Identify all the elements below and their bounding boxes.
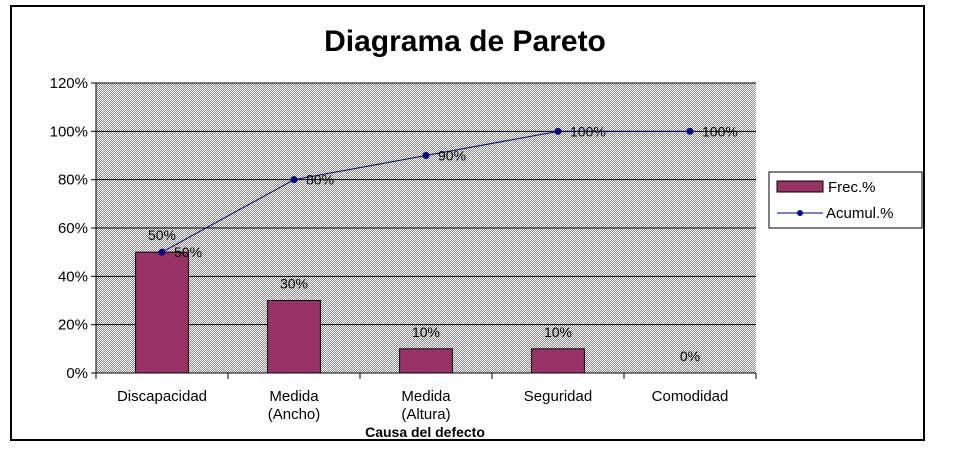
cumulative-point xyxy=(158,248,166,256)
cumulative-point xyxy=(422,152,430,159)
x-category-label: (Altura) xyxy=(401,406,450,423)
chart-frame: Diagrama de Pareto 0% 20% 40% 60% 80% 100% 120… xyxy=(10,5,925,441)
x-axis-title: Causa del defecto xyxy=(365,424,485,439)
y-axis: 0% 20% 40% 60% 80% 100% 120% xyxy=(50,75,97,382)
y-tick-label: 20% xyxy=(58,317,88,334)
x-category-label: Medida xyxy=(401,388,451,405)
cumulative-point xyxy=(554,127,562,135)
x-category-label: Medida xyxy=(269,388,319,405)
frequency-bar xyxy=(531,348,585,374)
legend: Frec.% Acumul.% xyxy=(768,171,923,229)
x-category-label: Comodidad xyxy=(652,388,729,405)
line-data-label: 100% xyxy=(702,123,738,139)
y-tick-label: 100% xyxy=(50,123,88,140)
legend-box xyxy=(768,171,923,229)
bar-data-label: 0% xyxy=(680,348,700,364)
frequency-bar xyxy=(135,251,189,374)
line-data-label: 80% xyxy=(306,172,334,188)
x-axis: Discapacidad Medida(Ancho)Medida(Altura)S… xyxy=(95,372,757,423)
chart-title: Diagrama de Pareto xyxy=(324,25,606,58)
x-category-label: Seguridad xyxy=(524,388,592,405)
frequency-bar xyxy=(267,300,321,374)
cumulative-point xyxy=(686,127,694,135)
x-category-label: Discapacidad xyxy=(117,388,207,405)
pareto-chart: Diagrama de Pareto 0% 20% 40% 60% 80% 100% 120… xyxy=(50,25,923,439)
bar-data-label: 10% xyxy=(412,324,440,340)
x-category-label: (Ancho) xyxy=(268,406,321,423)
y-tick-label: 80% xyxy=(58,172,88,189)
bar-data-label: 30% xyxy=(280,276,308,292)
legend-label-frec: Frec.% xyxy=(828,179,876,196)
data-labels: 50% 30% 10% 10% 0% 50% 80% 90% 100% 100% xyxy=(148,123,738,364)
legend-swatch-frec xyxy=(776,180,824,193)
y-tick-label: 60% xyxy=(58,220,88,237)
frequency-bar xyxy=(399,348,453,374)
y-tick-label: 0% xyxy=(66,365,88,382)
legend-label-acumul: Acumul.% xyxy=(826,205,894,222)
line-data-label: 90% xyxy=(438,148,466,164)
line-data-label: 100% xyxy=(570,123,606,139)
frequency-bars xyxy=(135,251,585,374)
cumulative-point xyxy=(290,176,298,184)
bar-data-label: 50% xyxy=(148,227,176,243)
line-data-label: 50% xyxy=(174,244,202,260)
bar-data-label: 10% xyxy=(544,324,572,340)
cumulative-line xyxy=(158,127,694,256)
legend-marker-acumul xyxy=(797,210,803,216)
y-tick-label: 40% xyxy=(58,268,88,285)
y-tick-label: 120% xyxy=(50,75,88,92)
